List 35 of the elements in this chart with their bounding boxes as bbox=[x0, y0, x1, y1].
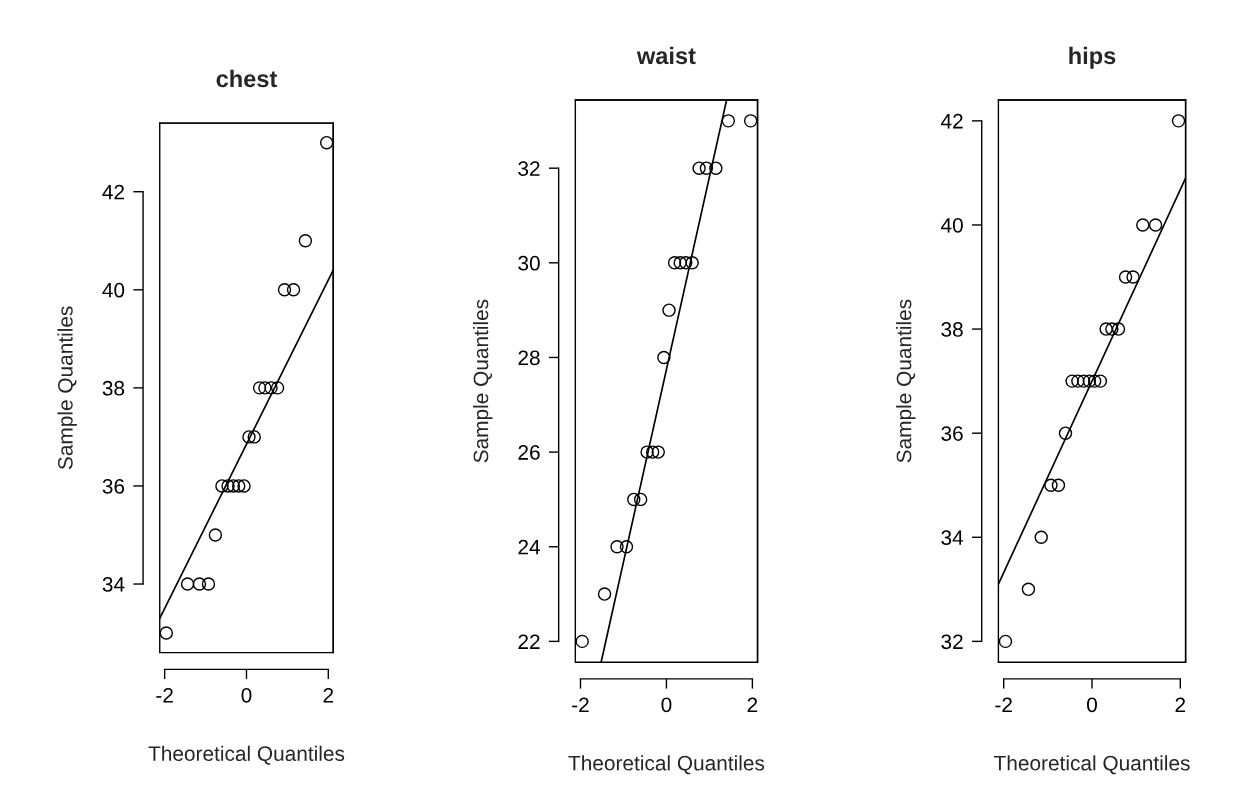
y-tick-label: 40 bbox=[940, 217, 963, 233]
y-tick-label: 36 bbox=[941, 426, 963, 441]
y-tick-label: 24 bbox=[518, 539, 540, 555]
y-axis-title: Sample Quantiles bbox=[896, 299, 916, 463]
x-axis-title: Theoretical Quantiles bbox=[568, 755, 765, 775]
x-tick-label: 2 bbox=[747, 697, 758, 713]
y-axis-title: Sample Quantiles bbox=[57, 306, 77, 470]
y-tick-label: 32 bbox=[941, 634, 963, 650]
y-tick-label: 22 bbox=[518, 634, 540, 649]
x-axis-title: Theoretical Quantiles bbox=[148, 745, 345, 765]
x-tick-label: -2 bbox=[995, 697, 1012, 713]
y-tick-label: 32 bbox=[518, 161, 540, 176]
y-tick-label: 36 bbox=[102, 478, 125, 494]
x-axis-title: Theoretical Quantiles bbox=[994, 755, 1190, 775]
y-tick-label: 28 bbox=[518, 350, 540, 366]
x-tick-label: -2 bbox=[572, 697, 589, 713]
chart-title: waist bbox=[636, 46, 696, 65]
y-tick-label: 26 bbox=[518, 445, 540, 460]
y-tick-label: 38 bbox=[102, 380, 125, 396]
y-tick-label: 42 bbox=[940, 113, 963, 129]
y-tick-label: 42 bbox=[102, 184, 124, 200]
x-tick-label: 2 bbox=[1175, 697, 1186, 713]
y-tick-label: 34 bbox=[941, 530, 964, 546]
x-tick-label: -2 bbox=[156, 687, 173, 703]
x-tick-label: 0 bbox=[661, 697, 672, 713]
x-tick-label: 0 bbox=[1087, 697, 1097, 713]
chart-title: hips bbox=[1069, 46, 1116, 69]
chart-title: chest bbox=[216, 69, 278, 88]
y-tick-label: 30 bbox=[518, 255, 540, 271]
y-axis-title: Sample Quantiles bbox=[473, 299, 493, 463]
y-tick-label: 40 bbox=[102, 282, 125, 298]
x-tick-label: 2 bbox=[323, 687, 334, 703]
x-tick-label: 0 bbox=[241, 687, 252, 703]
y-tick-label: 38 bbox=[941, 322, 963, 337]
y-tick-label: 34 bbox=[102, 577, 125, 592]
